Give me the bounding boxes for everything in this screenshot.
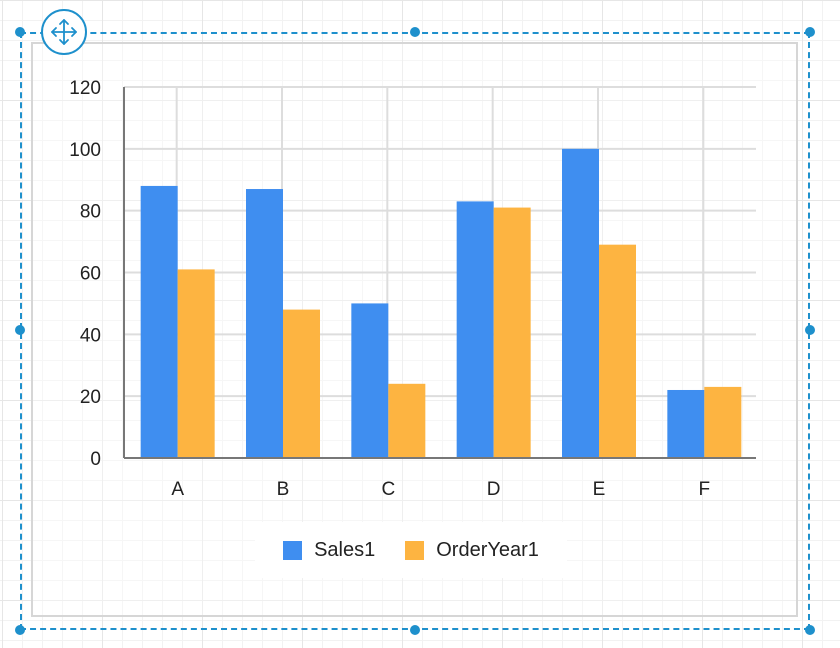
y-tick-label-100: 100 [69,140,101,161]
y-tick-label-60: 60 [80,264,101,285]
legend-swatch-orderyear1 [405,540,425,560]
bar-orderyear1-c [388,383,426,458]
bar-sales1-d [456,201,494,458]
bar-sales1-a [140,185,178,458]
resize-handle-top-right[interactable] [805,27,815,37]
resize-handle-top-left[interactable] [15,27,25,37]
x-tick-label-f: F [699,479,711,500]
bar-sales1-e [562,148,599,459]
move-arrows-icon [51,19,77,45]
resize-handle-middle-left[interactable] [15,325,25,335]
bar-orderyear1-a [177,269,215,458]
x-tick-label-c: C [381,479,395,500]
y-tick-label-40: 40 [80,325,101,346]
legend-label-orderyear1: OrderYear1 [436,538,539,561]
bar-orderyear1-d [493,207,531,458]
bar-orderyear1-f [704,386,742,458]
resize-handle-top-center[interactable] [410,27,420,37]
bar-sales1-b [246,189,283,458]
legend-swatch-sales1 [283,540,303,560]
y-tick-label-20: 20 [80,387,101,408]
bar-sales1-f [667,389,705,458]
y-tick-label-80: 80 [80,202,101,223]
legend-item-sales1: Sales1 [283,539,375,562]
y-tick-label-120: 120 [69,78,101,99]
y-tick-label-0: 0 [90,449,101,470]
resize-handle-bottom-center[interactable] [410,625,420,635]
legend-label-sales1: Sales1 [314,538,376,561]
bar-orderyear1-b [283,309,320,458]
resize-handle-bottom-right[interactable] [805,625,815,635]
legend-item-orderyear1: OrderYear1 [405,539,539,562]
resize-handle-middle-right[interactable] [805,325,815,335]
x-tick-label-a: A [171,479,184,500]
move-handle[interactable] [41,9,87,55]
x-tick-label-b: B [277,479,290,500]
x-tick-label-e: E [593,479,606,500]
legend: Sales1 OrderYear1 [255,522,567,578]
bar-orderyear1-e [599,244,636,458]
bar-sales1-c [351,303,389,458]
x-tick-label-d: D [487,479,501,500]
resize-handle-bottom-left[interactable] [15,625,25,635]
